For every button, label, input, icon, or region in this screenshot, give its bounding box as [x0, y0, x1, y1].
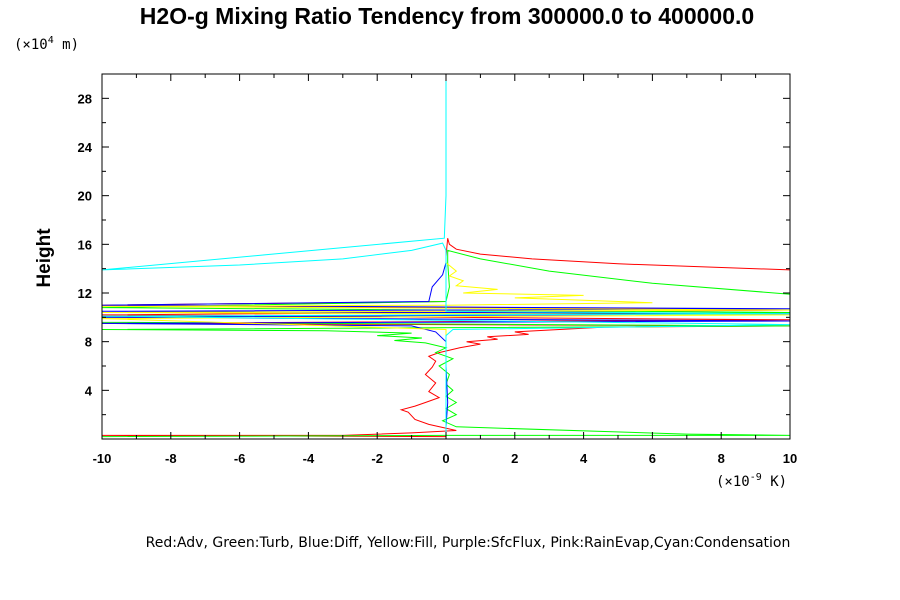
y-tick-label: 12	[78, 286, 92, 301]
chart-title: H2O-g Mixing Ratio Tendency from 300000.…	[140, 3, 754, 29]
x-tick-label: 4	[580, 451, 588, 466]
y-tick-label: 24	[78, 140, 93, 155]
x-unit-label: (×10-9 K)	[716, 472, 787, 490]
series-line-turb	[101, 249, 791, 438]
y-tick-label: 28	[78, 91, 92, 106]
x-tick-label: -6	[234, 451, 246, 466]
y-tick-label: 8	[85, 335, 92, 350]
x-tick-label: 2	[511, 451, 518, 466]
x-tick-label: -10	[93, 451, 112, 466]
plot-frame	[101, 73, 791, 440]
y-tick-label: 4	[85, 383, 93, 398]
x-tick-label: -4	[303, 451, 315, 466]
x-tick-label: -8	[165, 451, 177, 466]
y-unit-label: (×104 m)	[14, 35, 79, 53]
series-layer	[101, 74, 791, 439]
x-tick-label: 10	[783, 451, 797, 466]
x-tick-label: 6	[649, 451, 656, 466]
y-axis-label: Height	[34, 228, 55, 288]
x-tick-label: 8	[718, 451, 725, 466]
series-line-condensation	[101, 74, 791, 439]
y-tick-label: 20	[78, 189, 92, 204]
x-tick-label: 0	[442, 451, 449, 466]
x-tick-label: -2	[371, 451, 383, 466]
legend-text: Red:Adv, Green:Turb, Blue:Diff, Yellow:F…	[146, 535, 791, 551]
y-tick-label: 16	[78, 237, 92, 252]
